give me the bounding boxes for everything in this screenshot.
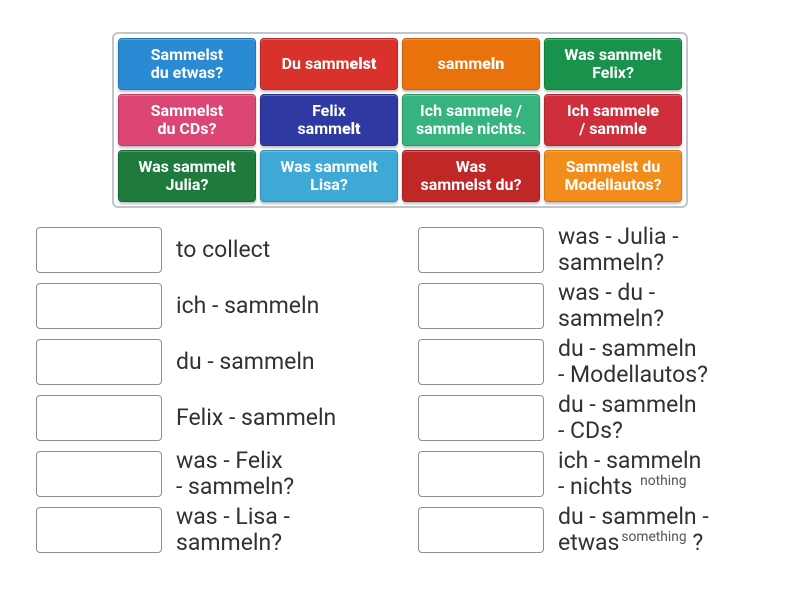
card-c4[interactable]: Was sammeltFelix? — [544, 38, 682, 90]
card-label: Was sammeltJulia? — [138, 158, 235, 193]
card-label: Wassammelst du? — [421, 158, 522, 193]
card-c8[interactable]: Ich sammele/ sammle — [544, 94, 682, 146]
answer-row: du - sammeln- CDs? — [418, 390, 764, 446]
dropzone-a3[interactable] — [36, 339, 162, 385]
card-label: Sammelstdu CDs? — [151, 102, 224, 137]
answer-row: ich - sammeln — [36, 278, 382, 334]
clue-text: was - Lisa -sammeln? — [176, 504, 382, 557]
answer-row: was - du -sammeln? — [418, 278, 764, 334]
dropzone-a4[interactable] — [36, 395, 162, 441]
card-c10[interactable]: Was sammeltLisa? — [260, 150, 398, 202]
dropzone-a10[interactable] — [418, 395, 544, 441]
answers-col-left: to collect ich - sammeln du - sammeln Felix… — [36, 222, 382, 558]
card-c1[interactable]: Sammelstdu etwas? — [118, 38, 256, 90]
card-label: Was sammeltFelix? — [564, 46, 661, 81]
card-c6[interactable]: Felixsammelt — [260, 94, 398, 146]
answer-row: du - sammeln -etwassomething ? — [418, 502, 764, 558]
dropzone-a11[interactable] — [418, 451, 544, 497]
card-c3[interactable]: sammeln — [402, 38, 540, 90]
answer-row: was - Lisa -sammeln? — [36, 502, 382, 558]
card-label: Sammelst duModellautos? — [564, 158, 661, 193]
dropzone-a5[interactable] — [36, 451, 162, 497]
card-label: Was sammeltLisa? — [280, 158, 377, 193]
dropzone-a9[interactable] — [418, 339, 544, 385]
dropzone-a7[interactable] — [418, 227, 544, 273]
dropzone-a2[interactable] — [36, 283, 162, 329]
clue-text: ich - sammeln- nichts nothing — [558, 448, 764, 501]
card-label: Du sammelst — [282, 55, 377, 73]
clue-text: to collect — [176, 237, 382, 263]
dropzone-a1[interactable] — [36, 227, 162, 273]
answer-row: to collect — [36, 222, 382, 278]
clue-text: du - sammeln- Modellautos? — [558, 336, 764, 389]
card-label: Felixsammelt — [297, 102, 360, 137]
dropzone-a6[interactable] — [36, 507, 162, 553]
answer-row: du - sammeln — [36, 334, 382, 390]
dropzone-a12[interactable] — [418, 507, 544, 553]
card-label: sammeln — [438, 55, 505, 73]
answer-row: Felix - sammeln — [36, 390, 382, 446]
clue-text: ich - sammeln — [176, 293, 382, 319]
clue-text: Felix - sammeln — [176, 405, 382, 431]
answers-grid: to collect ich - sammeln du - sammeln Felix… — [36, 222, 764, 558]
answer-row: was - Felix- sammeln? — [36, 446, 382, 502]
stage: Sammelstdu etwas? Du sammelst sammeln Was s… — [0, 0, 800, 600]
answer-row: du - sammeln- Modellautos? — [418, 334, 764, 390]
dropzone-a8[interactable] — [418, 283, 544, 329]
clue-text: was - Julia -sammeln? — [558, 224, 764, 277]
answers-col-right: was - Julia -sammeln?was - du -sammeln?d… — [418, 222, 764, 558]
answer-row: ich - sammeln- nichts nothing — [418, 446, 764, 502]
card-c5[interactable]: Sammelstdu CDs? — [118, 94, 256, 146]
card-c7[interactable]: Ich sammele /sammle nichts. — [402, 94, 540, 146]
card-label: Sammelstdu etwas? — [151, 46, 224, 81]
clue-text: du - sammeln -etwassomething ? — [558, 504, 764, 557]
card-c9[interactable]: Was sammeltJulia? — [118, 150, 256, 202]
card-label: Ich sammele /sammle nichts. — [416, 102, 526, 137]
card-label: Ich sammele/ sammle — [567, 102, 659, 137]
clue-text: was - Felix- sammeln? — [176, 448, 382, 501]
card-c12[interactable]: Sammelst duModellautos? — [544, 150, 682, 202]
clue-text: was - du -sammeln? — [558, 280, 764, 333]
clue-text: du - sammeln- CDs? — [558, 392, 764, 445]
card-bank: Sammelstdu etwas? Du sammelst sammeln Was s… — [112, 32, 688, 208]
answer-row: was - Julia -sammeln? — [418, 222, 764, 278]
clue-text: du - sammeln — [176, 349, 382, 375]
card-c2[interactable]: Du sammelst — [260, 38, 398, 90]
card-c11[interactable]: Wassammelst du? — [402, 150, 540, 202]
